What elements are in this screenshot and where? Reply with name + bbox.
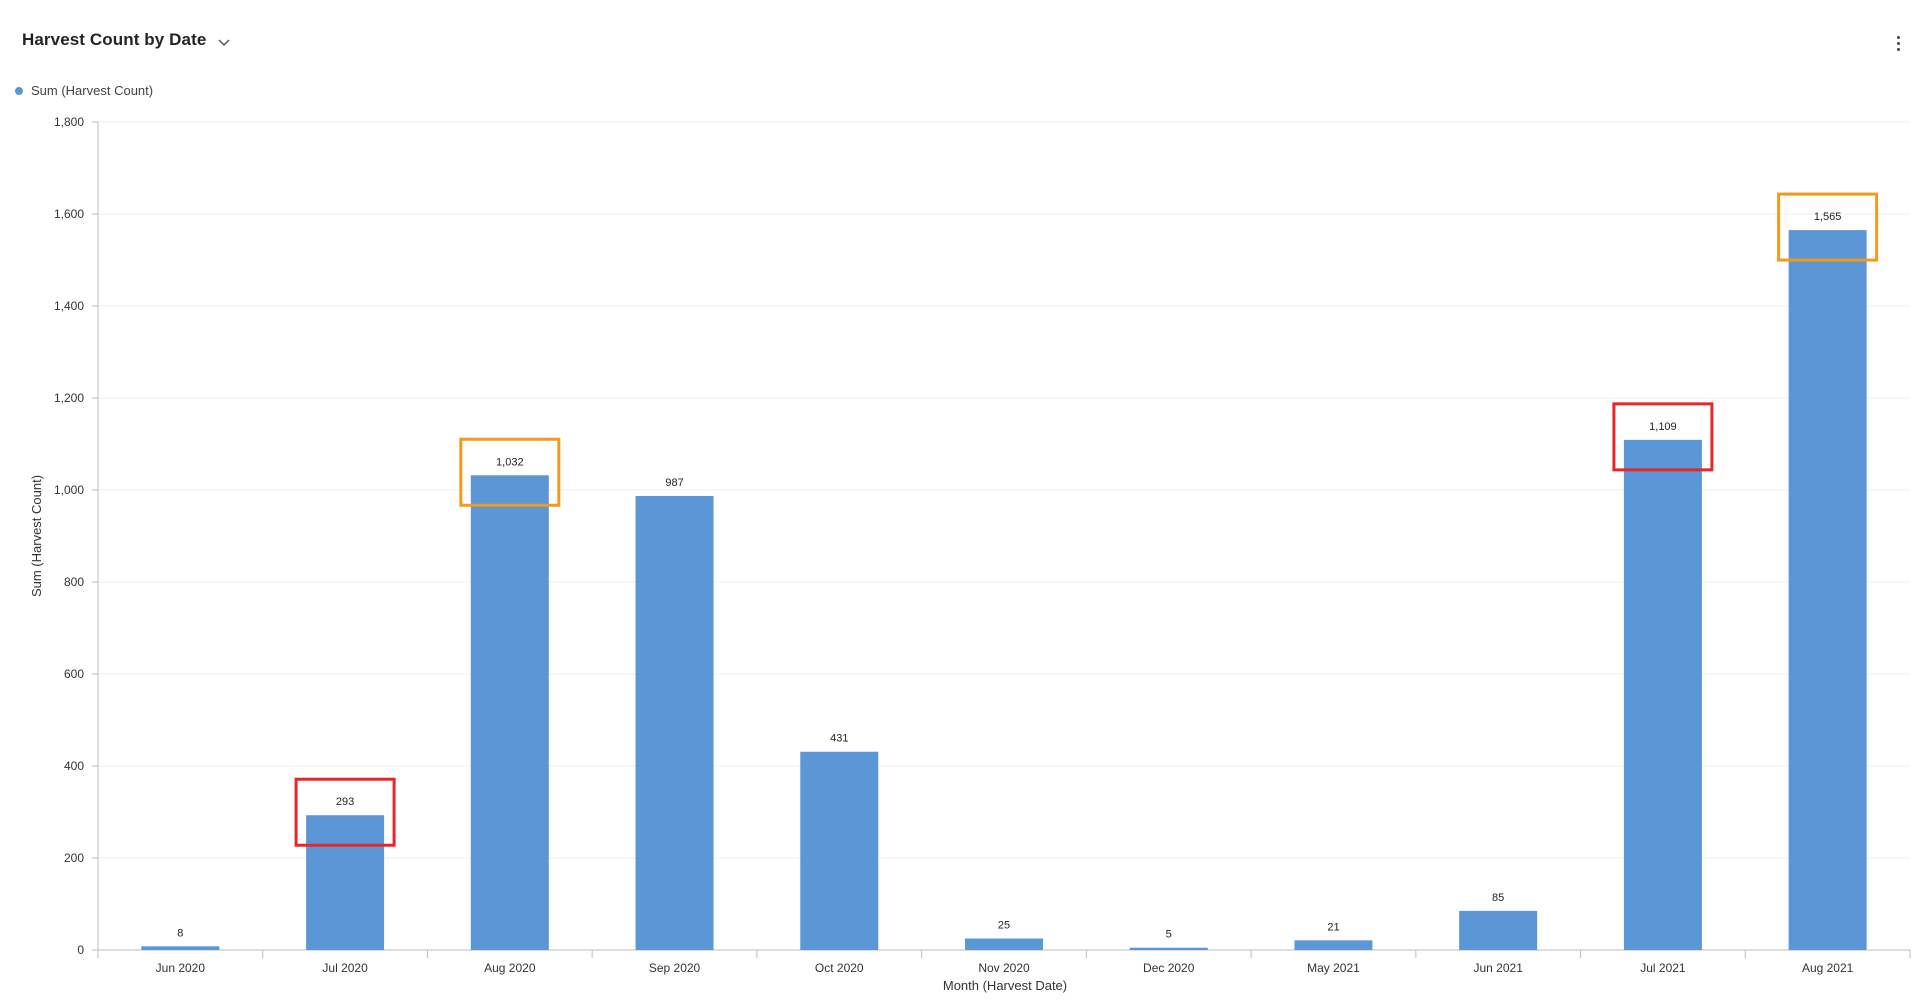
bars [141,230,1867,951]
bar[interactable] [965,938,1043,951]
more-vertical-icon[interactable] [1890,32,1906,54]
y-tick-label: 1,000 [54,483,84,497]
highlight-box [1612,402,1714,472]
x-tick-label: Aug 2020 [484,961,536,975]
y-tick-label: 200 [64,851,84,865]
highlight-box [294,777,396,847]
bar[interactable] [306,815,385,950]
bar[interactable] [141,946,220,950]
bar[interactable] [470,475,549,950]
x-tick-label: Jun 2020 [156,961,206,975]
x-tick-label: May 2021 [1307,961,1360,975]
data-label: 293 [336,796,354,808]
x-tick-label: Jun 2021 [1473,961,1523,975]
x-tick-label: Jul 2021 [1640,961,1686,975]
y-tick-label: 800 [64,575,84,589]
bar[interactable] [800,751,879,950]
data-label: 85 [1492,892,1504,904]
data-labels: 8 293 1,032 987 431 25 5 21 85 1,109 1,565 [177,211,1841,941]
bar[interactable] [1788,230,1867,951]
x-tick-label: Jul 2020 [322,961,368,975]
y-tick-label: 1,400 [54,299,84,313]
x-tick-label: Aug 2021 [1802,961,1854,975]
bar[interactable] [1459,910,1538,950]
chart-header: Harvest Count by Date [22,30,232,50]
highlight-box [1777,192,1879,262]
legend-label: Sum (Harvest Count) [31,83,154,98]
data-label: 25 [998,920,1010,932]
x-tick-label: Oct 2020 [815,961,864,975]
chart-legend: Sum (Harvest Count) [15,83,153,98]
highlight-box [459,437,561,507]
bar[interactable] [1129,947,1208,950]
y-tick-label: 600 [64,667,84,681]
x-tick-label: Dec 2020 [1143,961,1195,975]
y-tick-label: 1,600 [54,207,84,221]
data-label: 987 [665,477,683,489]
data-label: 8 [177,927,183,939]
y-axis-title: Sum (Harvest Count) [29,475,44,597]
y-tick-label: 1,200 [54,391,84,405]
gridlines [98,121,1910,859]
data-label: 431 [830,733,848,745]
data-label: 1,032 [496,456,524,468]
y-tick-label: 1,800 [54,115,84,129]
bar[interactable] [1623,439,1702,950]
data-label: 1,109 [1649,421,1677,433]
bar[interactable] [635,495,714,950]
x-tick-label: Nov 2020 [978,961,1030,975]
x-tick-label: Sep 2020 [649,961,701,975]
x-axis-title: Month (Harvest Date) [943,978,1067,993]
data-label: 5 [1166,929,1172,941]
legend-swatch [15,86,23,95]
data-label: 1,565 [1814,211,1842,223]
x-axis: Jun 2020 Jul 2020 Aug 2020 Sep 2020 Oct 2020… [97,949,1911,975]
data-label: 21 [1327,921,1339,933]
y-tick-label: 400 [64,759,84,773]
y-tick-label: 0 [77,943,84,957]
chart-title: Harvest Count by Date [22,30,207,49]
chevron-down-icon[interactable] [216,34,232,50]
y-axis: 0 200 400 600 800 1,000 1,200 1,400 1,600 1,800 [54,115,99,957]
bar[interactable] [1294,940,1373,950]
highlight-boxes [294,192,1879,847]
